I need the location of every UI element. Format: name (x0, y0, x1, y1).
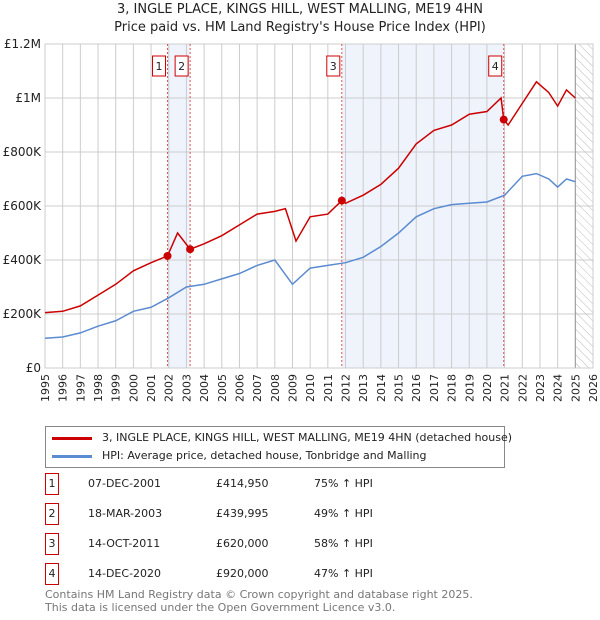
x-tick-label: 2009 (286, 374, 299, 402)
x-tick-label: 2016 (410, 374, 423, 402)
series-line (44, 172, 576, 340)
chart-subtitle: Price paid vs. HM Land Registry's House … (114, 20, 486, 35)
x-tick-label: 1997 (74, 374, 87, 402)
x-tick-label: 2010 (304, 374, 317, 402)
legend-line-blue (52, 454, 92, 458)
y-tick-label: £600K (3, 199, 43, 213)
x-tick-label: 2005 (216, 374, 229, 402)
y-tick-label: £400K (3, 253, 43, 267)
transaction-row: 2 18-MAR-2003 £439,995 49% ↑ HPI (45, 503, 445, 525)
price-chart: 1995 1996 1997 1998 1999 2000 2001 2002 2003 2004… (3, 37, 600, 402)
x-tick-label: 2024 (552, 374, 565, 402)
series-line (44, 80, 576, 314)
x-tick-label: 2015 (393, 374, 406, 402)
y-tick-label: £1.2M (4, 37, 41, 51)
x-tick-label: 2000 (127, 374, 140, 402)
x-tick-label: 2021 (499, 374, 512, 402)
sale-label-box (152, 55, 167, 77)
hpi-change: 47% ↑ HPI (314, 567, 373, 580)
footer-line: Contains HM Land Registry data © Crown c… (45, 588, 473, 601)
footer: Contains HM Land Registry data © Crown c… (45, 588, 473, 614)
x-tick-label: 2025 (569, 374, 582, 402)
legend: 3, INGLE PLACE, KINGS HILL, WEST MALLING… (45, 426, 512, 468)
sale-point (337, 196, 346, 205)
sale-marker-badge: 1 (45, 473, 59, 495)
x-tick-label: 2020 (481, 374, 494, 402)
hpi-change: 58% ↑ HPI (314, 537, 373, 550)
x-tick-label: 2026 (587, 374, 600, 402)
y-tick-label: £0 (26, 361, 41, 375)
sale-price: £920,000 (216, 567, 269, 580)
y-tick-label: £800K (3, 145, 43, 159)
x-tick-label: 2008 (269, 374, 282, 402)
sale-marker-badge: 3 (45, 533, 59, 555)
sale-label-box (488, 55, 503, 77)
x-tick-label: 2014 (375, 374, 388, 402)
sale-label: 3 (330, 60, 337, 73)
x-tick-label: 2017 (428, 374, 441, 402)
x-tick-label: 2012 (340, 374, 353, 402)
sale-price: £414,950 (216, 477, 269, 490)
transaction-row: 4 14-DEC-2020 £920,000 47% ↑ HPI (45, 563, 445, 585)
x-tick-label: 2022 (516, 374, 529, 402)
sale-price: £620,000 (216, 537, 269, 550)
y-tick-label: £1M (15, 91, 41, 105)
sale-label: 2 (178, 60, 185, 73)
plot-frame (44, 43, 594, 369)
x-tick-label: 1999 (110, 374, 123, 402)
x-tick-label: 2004 (198, 374, 211, 402)
hpi-change: 49% ↑ HPI (314, 507, 373, 520)
x-tick-label: 2023 (534, 374, 547, 402)
x-tick-label: 2013 (357, 374, 370, 402)
sale-label-box (174, 55, 189, 77)
sale-marker-badge: 2 (45, 503, 59, 525)
hpi-change: 75% ↑ HPI (314, 477, 373, 490)
legend-label: 3, INGLE PLACE, KINGS HILL, WEST MALLING… (102, 431, 513, 444)
sale-point (186, 245, 195, 254)
sale-date: 07-DEC-2001 (88, 477, 162, 490)
x-tick-label: 2001 (145, 374, 158, 402)
sale-label-box (326, 55, 341, 77)
sale-point (163, 251, 172, 260)
sale-label: 1 (156, 60, 163, 73)
legend-label: HPI: Average price, detached house, Tonb… (102, 449, 427, 462)
sale-marker-badge: 4 (45, 563, 59, 585)
sale-date: 14-DEC-2020 (88, 567, 162, 580)
legend-item-property: 3, INGLE PLACE, KINGS HILL, WEST MALLING… (52, 431, 512, 445)
transaction-row: 1 07-DEC-2001 £414,950 75% ↑ HPI (45, 473, 445, 495)
x-tick-label: 2006 (233, 374, 246, 402)
x-tick-label: 2002 (163, 374, 176, 402)
x-tick-label: 1995 (39, 374, 52, 402)
x-tick-label: 2007 (251, 374, 264, 402)
sale-label: 4 (492, 60, 499, 73)
forecast-hatch (574, 43, 594, 369)
legend-item-hpi: HPI: Average price, detached house, Tonb… (52, 449, 427, 463)
x-tick-label: 1998 (92, 374, 105, 402)
x-tick-label: 2011 (322, 374, 335, 402)
footer-line: This data is licensed under the Open Gov… (45, 601, 396, 614)
transaction-row: 3 14-OCT-2011 £620,000 58% ↑ HPI (45, 533, 445, 555)
sale-date: 14-OCT-2011 (88, 537, 161, 550)
sale-price: £439,995 (216, 507, 269, 520)
chart-title: 3, INGLE PLACE, KINGS HILL, WEST MALLING… (116, 2, 484, 17)
x-tick-label: 2003 (180, 374, 193, 402)
x-tick-label: 1996 (57, 374, 70, 402)
legend-line-red (52, 436, 92, 440)
x-tick-label: 2019 (463, 374, 476, 402)
y-tick-label: £200K (3, 307, 43, 321)
x-tick-label: 2018 (446, 374, 459, 402)
sale-point (499, 115, 508, 124)
sale-date: 18-MAR-2003 (88, 507, 163, 520)
